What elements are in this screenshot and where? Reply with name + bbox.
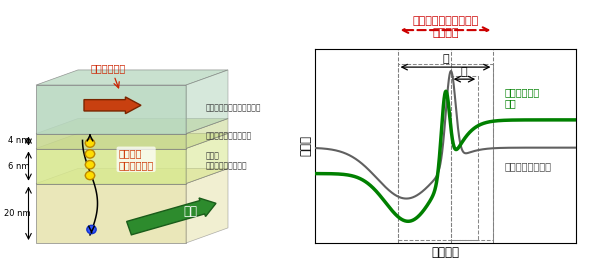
Circle shape xyxy=(85,171,95,180)
Text: 直流電流あり
の時: 直流電流あり の時 xyxy=(504,87,539,109)
FancyArrow shape xyxy=(88,176,92,179)
FancyArrow shape xyxy=(91,228,95,231)
Polygon shape xyxy=(186,70,228,134)
Polygon shape xyxy=(186,133,228,184)
Y-axis label: 電圧値: 電圧値 xyxy=(299,135,312,156)
FancyArrow shape xyxy=(88,154,92,158)
Text: 幅: 幅 xyxy=(442,54,449,64)
Text: スピンの注入によって
幅が変化: スピンの注入によって 幅が変化 xyxy=(412,16,479,38)
FancyArrow shape xyxy=(88,143,92,147)
FancyArrow shape xyxy=(89,230,94,232)
Text: 幅: 幅 xyxy=(461,67,467,77)
FancyArrow shape xyxy=(90,174,95,177)
Circle shape xyxy=(85,139,95,147)
Polygon shape xyxy=(36,148,186,184)
Circle shape xyxy=(87,225,96,234)
Text: 6 nm: 6 nm xyxy=(7,161,29,171)
Text: 記録層の磁化: 記録層の磁化 xyxy=(91,63,125,73)
Polygon shape xyxy=(36,134,186,149)
FancyArrow shape xyxy=(88,150,92,154)
Bar xyxy=(451,76,478,240)
Text: 直流電流ゼロの時: 直流電流ゼロの時 xyxy=(504,161,551,171)
FancyArrow shape xyxy=(90,141,95,145)
Bar xyxy=(398,64,493,240)
Polygon shape xyxy=(36,70,228,85)
Polygon shape xyxy=(36,184,186,243)
Polygon shape xyxy=(36,119,228,134)
FancyArrow shape xyxy=(88,161,92,165)
FancyArrow shape xyxy=(90,163,95,167)
FancyArrow shape xyxy=(88,139,92,143)
FancyArrow shape xyxy=(84,97,141,114)
Circle shape xyxy=(85,160,95,169)
Text: スピンを
記録層に注入: スピンを 記録層に注入 xyxy=(119,148,154,170)
Polygon shape xyxy=(186,119,228,148)
FancyArrow shape xyxy=(85,152,90,156)
Text: 4 nm: 4 nm xyxy=(7,136,29,146)
Text: 20 nm: 20 nm xyxy=(5,209,31,218)
Text: 記録層（ニッケル鉄合金）: 記録層（ニッケル鉄合金） xyxy=(205,103,261,113)
Text: 配線層
（コバルト鉄合金）: 配線層 （コバルト鉄合金） xyxy=(205,151,247,170)
Polygon shape xyxy=(36,133,228,148)
Polygon shape xyxy=(36,85,186,134)
FancyArrow shape xyxy=(89,227,94,230)
FancyArrow shape xyxy=(90,152,95,156)
FancyArrow shape xyxy=(85,141,90,145)
Polygon shape xyxy=(36,168,228,184)
X-axis label: 外部磁界: 外部磁界 xyxy=(431,246,460,259)
Circle shape xyxy=(85,150,95,158)
FancyArrow shape xyxy=(88,165,92,168)
FancyArrow shape xyxy=(127,198,216,235)
FancyArrow shape xyxy=(85,163,90,167)
FancyArrow shape xyxy=(88,228,91,231)
FancyArrow shape xyxy=(85,174,90,177)
Polygon shape xyxy=(186,168,228,243)
Text: 磁気結合分離層（銅）: 磁気結合分離層（銅） xyxy=(205,132,252,141)
FancyArrow shape xyxy=(88,172,92,176)
Text: 電流: 電流 xyxy=(184,205,197,218)
